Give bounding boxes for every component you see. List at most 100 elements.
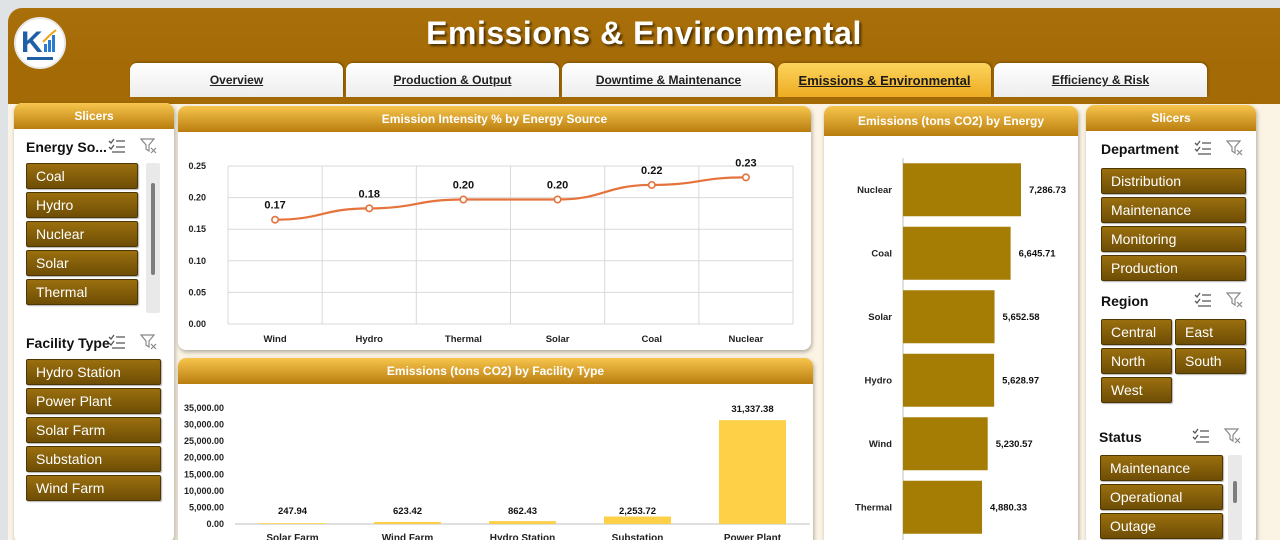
data-label: 4,880.33: [990, 502, 1027, 513]
y-tick-label: Solar: [868, 312, 892, 323]
data-label: 0.17: [264, 200, 285, 212]
data-point: [365, 204, 374, 213]
slicer-item-nuclear[interactable]: Nuclear: [26, 221, 138, 247]
clear-filter-icon[interactable]: [140, 334, 158, 350]
data-label: 0.18: [359, 188, 380, 200]
slicer-item-outage[interactable]: Outage: [1100, 513, 1223, 539]
slicer-item-operational[interactable]: Operational: [1100, 484, 1223, 510]
energy-source-scrollbar[interactable]: [146, 163, 160, 313]
y-tick-label: 0.00: [188, 319, 206, 329]
x-tick-label: Wind Farm: [382, 533, 434, 540]
data-label: 2,253.72: [619, 506, 656, 517]
chart-title: Emission Intensity % by Energy Source: [178, 106, 811, 132]
slicer-item-solar-farm[interactable]: Solar Farm: [26, 417, 161, 443]
svg-text:K: K: [21, 26, 43, 59]
status-scrollbar[interactable]: [1228, 455, 1242, 540]
dashboard-frame: K Emissions & Environmental Overview Pro…: [8, 8, 1280, 540]
right-slicers-panel: Slicers Department Distribution Maintena…: [1086, 105, 1256, 540]
y-tick-label: 35,000.00: [184, 403, 224, 413]
data-label: 862.43: [508, 506, 537, 517]
data-point: [647, 180, 656, 189]
scrollbar-thumb[interactable]: [151, 183, 155, 275]
slicer-item-east[interactable]: East: [1175, 319, 1246, 345]
slicer-item-wind-farm[interactable]: Wind Farm: [26, 475, 161, 501]
clear-filter-icon[interactable]: [1224, 428, 1242, 444]
facility-emissions-panel: Emissions (tons CO2) by Facility Type 0.…: [178, 358, 813, 540]
bar: [903, 226, 1011, 280]
slicer-item-maintenance[interactable]: Maintenance: [1101, 197, 1246, 223]
y-tick-label: 0.05: [188, 287, 206, 297]
right-slicers-header: Slicers: [1086, 105, 1256, 131]
x-tick-label: Hydro: [356, 334, 384, 345]
x-tick-label: Substation: [612, 533, 664, 540]
data-point: [553, 195, 562, 204]
data-label: 5,230.57: [996, 439, 1033, 450]
data-label: 5,652.58: [1003, 312, 1040, 323]
y-tick-label: 30,000.00: [184, 420, 224, 430]
bar: [903, 290, 995, 344]
scrollbar-thumb[interactable]: [1233, 481, 1237, 503]
bar: [604, 516, 671, 524]
department-slicer-title: Department: [1101, 141, 1179, 157]
y-tick-label: 0.10: [188, 256, 206, 266]
tab-efficiency-risk[interactable]: Efficiency & Risk: [994, 63, 1207, 97]
facility-type-slicer-title: Facility Type: [26, 335, 110, 351]
slicer-item-production[interactable]: Production: [1101, 255, 1246, 281]
y-tick-label: Hydro: [865, 375, 893, 386]
y-tick-label: Coal: [871, 248, 892, 259]
slicer-item-solar[interactable]: Solar: [26, 250, 138, 276]
x-tick-label: Power Plant: [724, 533, 782, 540]
data-label: 623.42: [393, 506, 422, 517]
clear-filter-icon[interactable]: [140, 138, 158, 154]
slicer-item-west[interactable]: West: [1101, 377, 1172, 403]
multi-select-icon[interactable]: [1194, 292, 1212, 308]
x-tick-label: Wind: [264, 334, 287, 345]
slicer-item-hydro-station[interactable]: Hydro Station: [26, 359, 161, 385]
x-tick-label: Hydro Station: [490, 533, 556, 540]
data-label: 7,286.73: [1029, 185, 1066, 196]
slicer-item-hydro[interactable]: Hydro: [26, 192, 138, 218]
slicer-item-monitoring[interactable]: Monitoring: [1101, 226, 1246, 252]
tab-emissions-environmental[interactable]: Emissions & Environmental: [778, 63, 991, 97]
bar: [903, 417, 988, 471]
clear-filter-icon[interactable]: [1226, 292, 1244, 308]
slicer-item-status-maintenance[interactable]: Maintenance: [1100, 455, 1223, 481]
clear-filter-icon[interactable]: [1226, 140, 1244, 156]
slicer-item-central[interactable]: Central: [1101, 319, 1172, 345]
multi-select-icon[interactable]: [1194, 140, 1212, 156]
y-tick-label: 0.00: [206, 519, 224, 529]
slicer-item-south[interactable]: South: [1175, 348, 1246, 374]
data-label: 0.22: [641, 165, 662, 177]
multi-select-icon[interactable]: [1192, 428, 1210, 444]
bar: [719, 420, 786, 524]
tab-production-output[interactable]: Production & Output: [346, 63, 559, 97]
data-point: [271, 215, 280, 224]
slicer-item-distribution[interactable]: Distribution: [1101, 168, 1246, 194]
x-tick-label: Solar: [546, 334, 570, 345]
slicer-item-substation[interactable]: Substation: [26, 446, 161, 472]
energy-source-slicer-title: Energy So...: [26, 139, 107, 155]
x-tick-label: Nuclear: [728, 334, 763, 345]
tab-overview[interactable]: Overview: [130, 63, 343, 97]
tab-downtime-maintenance[interactable]: Downtime & Maintenance: [562, 63, 775, 97]
slicer-item-coal[interactable]: Coal: [26, 163, 138, 189]
y-tick-label: 5,000.00: [189, 502, 224, 512]
y-tick-label: 10,000.00: [184, 486, 224, 496]
slicer-item-power-plant[interactable]: Power Plant: [26, 388, 161, 414]
y-tick-label: Thermal: [855, 502, 892, 513]
y-tick-label: 20,000.00: [184, 453, 224, 463]
multi-select-icon[interactable]: [108, 334, 126, 350]
bar: [489, 521, 556, 524]
data-point: [459, 195, 468, 204]
data-label: 6,645.71: [1019, 248, 1057, 259]
left-slicers-panel: Slicers Energy So... Coal Hydro Nuclear …: [14, 103, 174, 540]
chart-title: Emissions (tons CO2) by Energy: [824, 106, 1078, 136]
page-title: Emissions & Environmental: [426, 15, 862, 51]
x-tick-label: Solar Farm: [266, 533, 318, 540]
bar: [903, 163, 1021, 217]
emission-intensity-panel: Emission Intensity % by Energy Source 0.…: [178, 106, 811, 350]
data-label: 0.20: [453, 179, 474, 191]
slicer-item-north[interactable]: North: [1101, 348, 1172, 374]
slicer-item-thermal[interactable]: Thermal: [26, 279, 138, 305]
multi-select-icon[interactable]: [108, 138, 126, 154]
